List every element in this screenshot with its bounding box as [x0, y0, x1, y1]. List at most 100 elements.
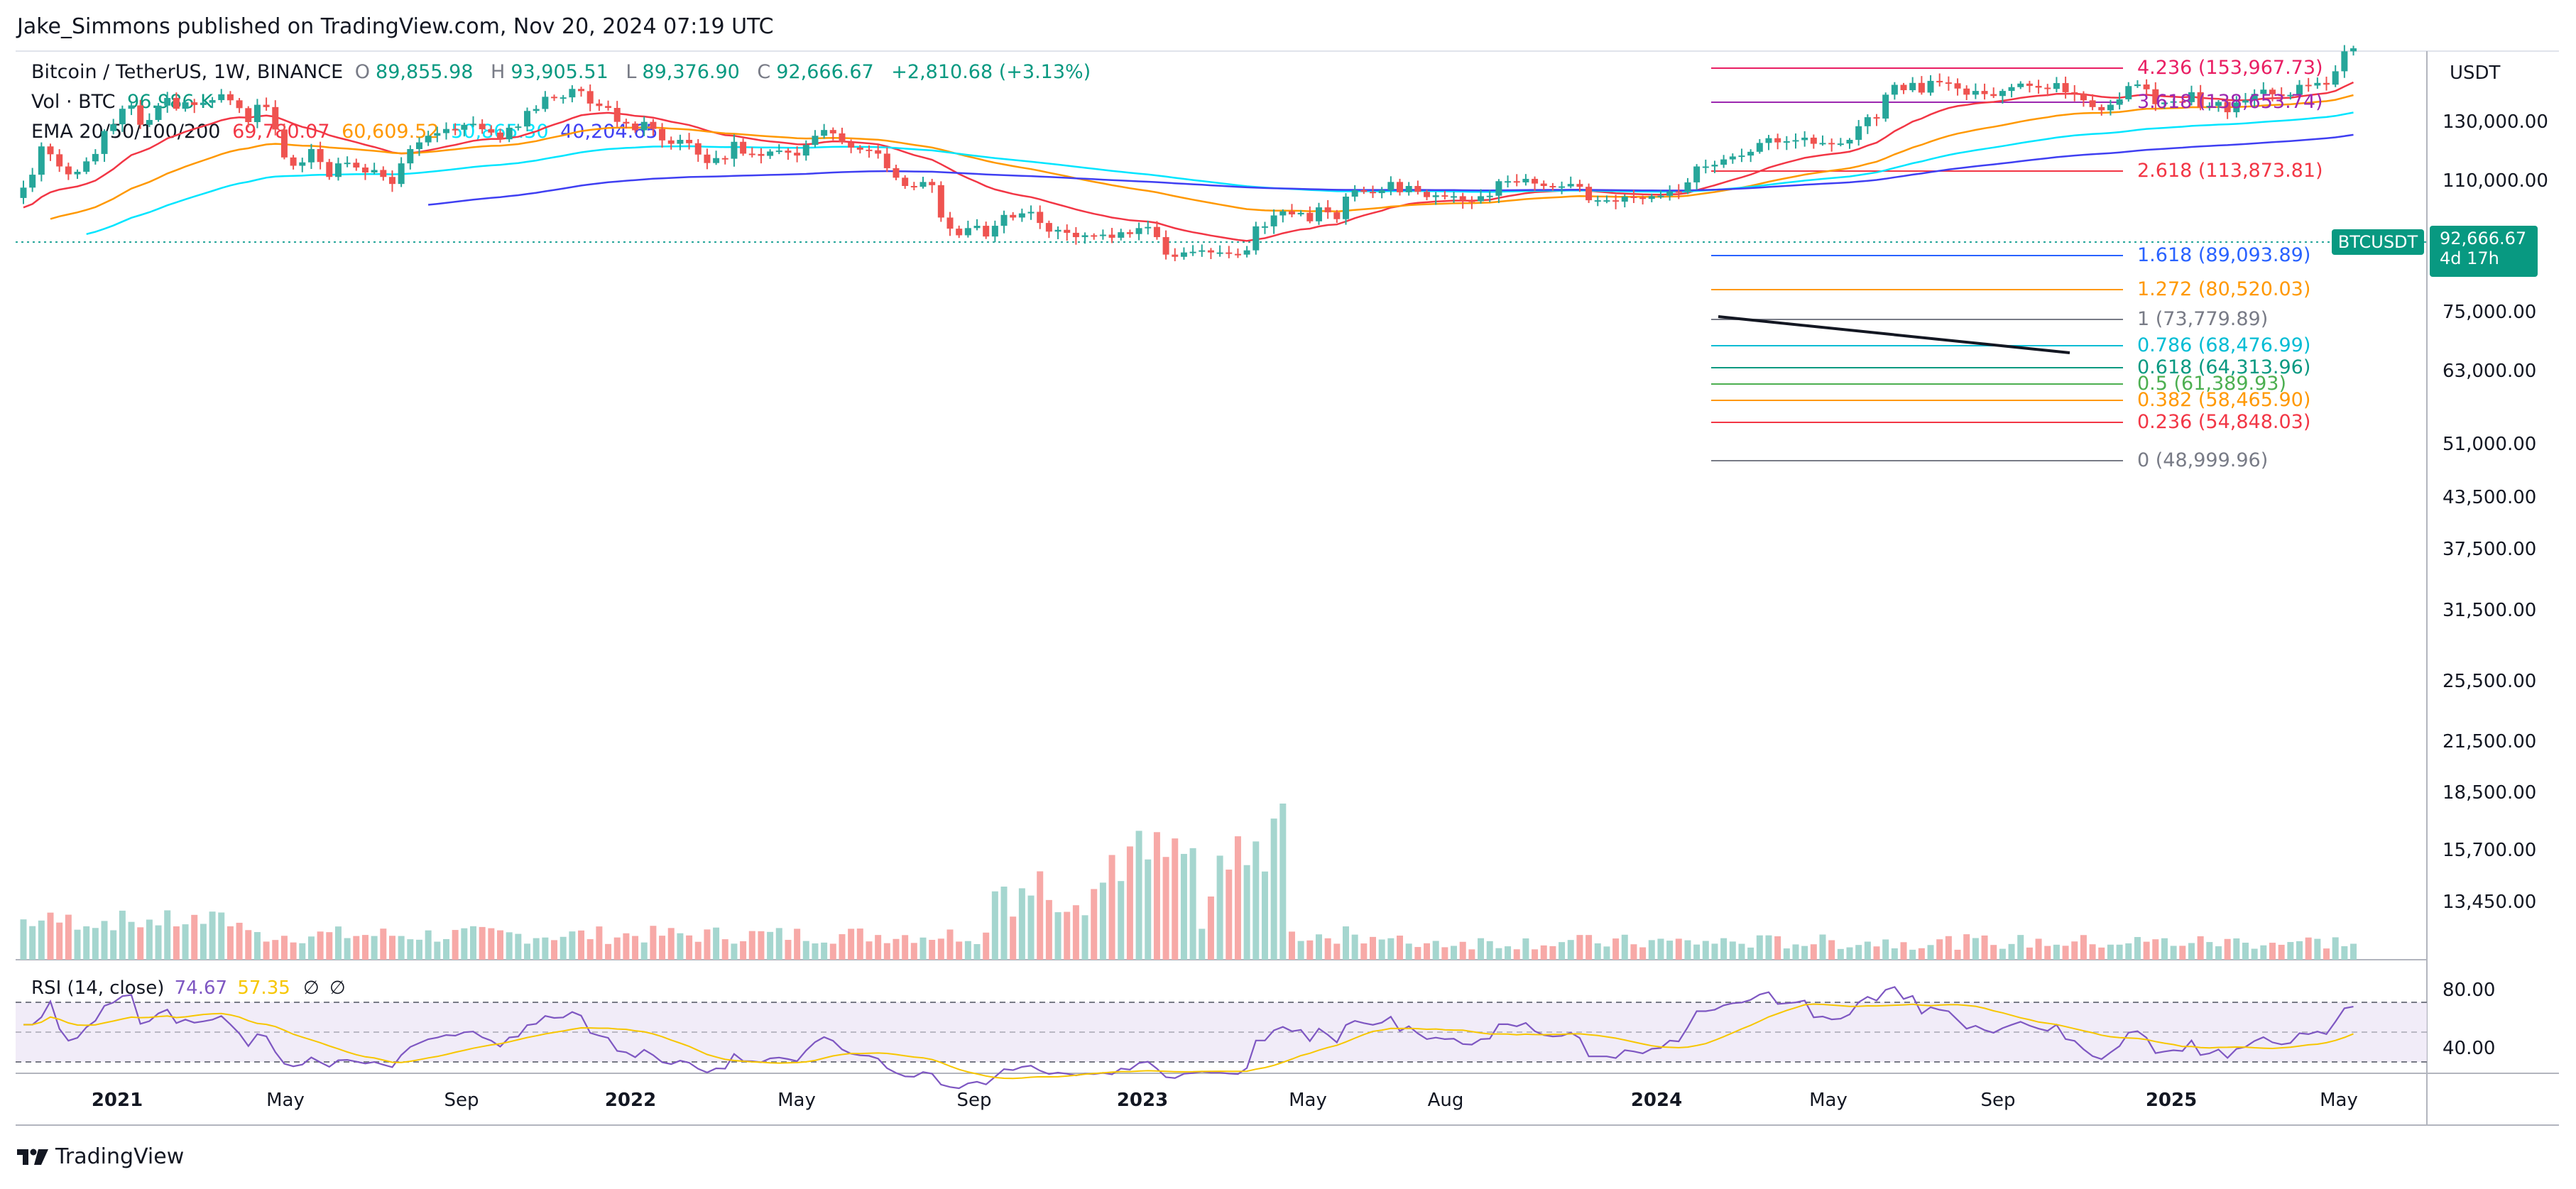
volume-bar: [1199, 928, 1206, 960]
volume-bar: [1522, 938, 1529, 960]
volume-bar: [686, 935, 693, 960]
volume-bar: [2215, 946, 2222, 960]
candle-body: [812, 136, 819, 146]
volume-bar: [551, 940, 558, 960]
volume-bar: [1621, 934, 1628, 960]
price-tick: 37,500.00: [2443, 539, 2537, 560]
volume-bar: [1765, 935, 1772, 960]
price-tick: 31,500.00: [2443, 600, 2537, 621]
volume-bar: [2053, 944, 2060, 960]
volume-bar: [1297, 941, 1304, 960]
volume-bar: [1243, 865, 1250, 960]
high-value: 93,905.51: [511, 61, 608, 83]
candle-body: [1675, 191, 1682, 193]
volume-bar: [2233, 938, 2240, 960]
symbol-name[interactable]: Bitcoin / TetherUS, 1W, BINANCE: [31, 61, 344, 83]
volume-bar: [1972, 938, 1979, 960]
volume-bar: [1172, 838, 1179, 960]
candle-body: [1792, 140, 1799, 142]
volume-bar: [236, 922, 243, 960]
volume-bar: [1675, 938, 1682, 960]
candle-body: [748, 153, 755, 155]
volume-label[interactable]: Vol · BTC: [31, 91, 116, 113]
high-label: H: [491, 61, 506, 83]
volume-bar: [2080, 935, 2087, 960]
candle-body: [1972, 91, 1979, 95]
volume-bar: [1666, 941, 1674, 960]
volume-bar: [1693, 944, 1701, 960]
candle-body: [964, 228, 971, 236]
volume-bar: [1810, 944, 1817, 960]
candle-body: [182, 102, 189, 109]
volume-bar: [623, 933, 630, 960]
trendline[interactable]: [1718, 315, 2070, 354]
volume-bar: [1010, 916, 1017, 960]
candle-body: [479, 124, 486, 130]
volume-bar: [2098, 947, 2105, 960]
candle-body: [1145, 226, 1152, 229]
volume-bar: [937, 938, 944, 960]
candle-body: [1397, 182, 1404, 192]
volume-bar: [1576, 935, 1583, 960]
candle-body: [560, 97, 567, 99]
volume-bar: [839, 934, 846, 960]
candle-body: [586, 91, 594, 104]
volume-bar: [173, 926, 180, 960]
volume-bar: [1495, 948, 1502, 960]
currency-label[interactable]: USDT: [2450, 62, 2501, 84]
candle-body: [704, 154, 711, 163]
candle-body: [1478, 196, 1485, 202]
candle-body: [1027, 212, 1035, 214]
candle-body: [1072, 232, 1079, 238]
volume-bar: [883, 943, 890, 960]
candle-body: [1451, 196, 1458, 198]
volume-bar: [307, 936, 315, 960]
volume-bar: [1963, 934, 1970, 960]
time-tick: Sep: [444, 1090, 479, 1111]
ema-label[interactable]: EMA 20/50/100/200: [31, 121, 221, 143]
price-tick: 51,000.00: [2443, 434, 2537, 455]
time-tick: 2023: [1116, 1090, 1169, 1111]
volume-bar: [137, 927, 144, 960]
rsi-label[interactable]: RSI (14, close): [31, 977, 165, 999]
rsi-null-icon: ∅: [303, 977, 320, 999]
volume-bar: [1513, 949, 1520, 960]
volume-bar: [155, 925, 162, 960]
volume-bar: [1729, 941, 1736, 960]
price-tick: 15,700.00: [2443, 840, 2537, 861]
candle-body: [910, 185, 917, 187]
candle-body: [1837, 143, 1844, 146]
volume-bar: [1306, 940, 1314, 960]
price-tick: 130,000.00: [2443, 111, 2548, 133]
candle-body: [1873, 117, 1880, 119]
candle-body: [632, 124, 639, 131]
ema-lines: [23, 81, 2354, 242]
candle-body: [1351, 190, 1358, 197]
publisher-line: Jake_Simmons published on TradingView.co…: [17, 14, 774, 39]
volume-bar: [110, 930, 117, 960]
candle-body: [2008, 87, 2015, 92]
candle-body: [659, 128, 666, 141]
volume-bar: [326, 932, 333, 960]
volume-bar: [1459, 941, 1466, 960]
volume-bar: [1918, 948, 1925, 960]
candle-body: [371, 170, 378, 172]
volume-bar: [2134, 937, 2141, 960]
candle-body: [2188, 92, 2195, 102]
volume-bar: [560, 936, 567, 960]
candle-body: [1963, 88, 1970, 95]
candle-body: [128, 105, 135, 109]
tradingview-logo[interactable]: TradingView: [17, 1144, 184, 1169]
candle-body: [542, 97, 549, 109]
volume-bar: [1657, 938, 1664, 960]
candle-body: [407, 149, 414, 164]
fibonacci-levels[interactable]: [1711, 67, 2123, 461]
candle-body: [1000, 214, 1008, 226]
volume-bar: [1108, 855, 1115, 960]
candle-body: [1648, 196, 1655, 199]
candle-body: [1612, 200, 1620, 202]
volume-bar: [1387, 938, 1395, 960]
symbol-badge-label: BTCUSDT: [2337, 232, 2418, 252]
candle-body: [2242, 100, 2249, 103]
